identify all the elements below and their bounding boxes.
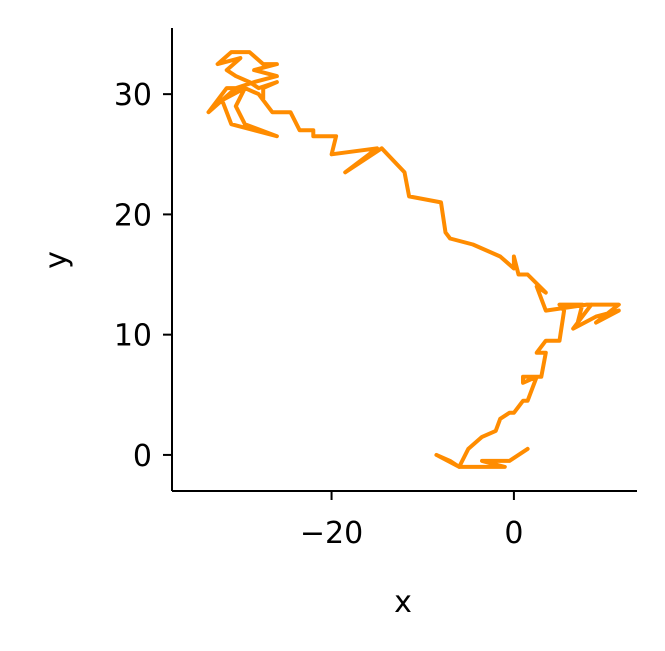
y-tick-label: 30: [114, 78, 152, 113]
y-tick-label: 0: [133, 439, 152, 474]
y-tick-label: 10: [114, 319, 152, 354]
x-tick-label: −20: [300, 516, 363, 551]
series-line-0: [206, 50, 621, 469]
y-axis-label: y: [39, 251, 74, 269]
x-axis-ticks: −20 0: [300, 491, 523, 551]
y-axis-ticks: 0 10 20 30: [114, 78, 172, 474]
x-axis-label: x: [394, 585, 412, 620]
plot-area: [206, 50, 621, 469]
x-tick-label: 0: [504, 516, 523, 551]
y-tick-label: 20: [114, 198, 152, 233]
